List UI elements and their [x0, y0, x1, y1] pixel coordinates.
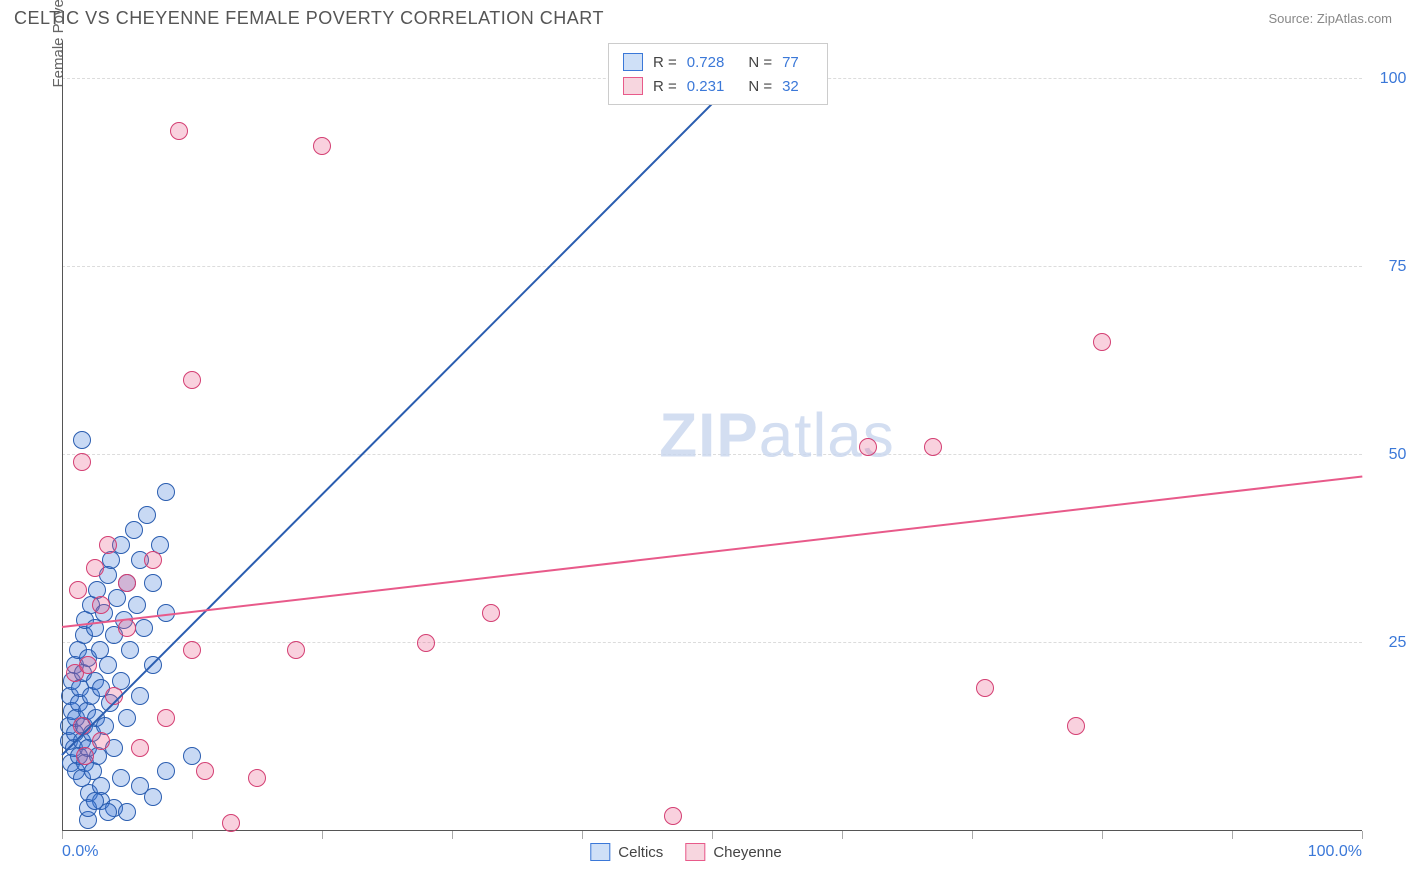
r-label: R =	[653, 78, 677, 95]
data-point	[108, 589, 126, 607]
data-point	[144, 656, 162, 674]
data-point	[118, 619, 136, 637]
y-tick-label: 100.0%	[1380, 70, 1406, 88]
n-label: N =	[748, 78, 772, 95]
source-label: Source: ZipAtlas.com	[1268, 11, 1392, 26]
data-point	[287, 641, 305, 659]
r-value: 0.231	[687, 78, 725, 95]
data-point	[112, 769, 130, 787]
x-tick	[322, 831, 323, 839]
legend-swatch	[623, 77, 643, 95]
trend-line	[62, 475, 1362, 627]
legend-swatch	[685, 843, 705, 861]
n-value: 77	[782, 54, 799, 71]
legend-label: Celtics	[618, 844, 663, 861]
y-tick-label: 75.0%	[1389, 258, 1406, 276]
x-tick-label: 0.0%	[62, 843, 98, 861]
gridline	[62, 642, 1362, 643]
data-point	[196, 762, 214, 780]
x-tick-label: 100.0%	[1308, 843, 1362, 861]
data-point	[183, 747, 201, 765]
data-point	[482, 604, 500, 622]
data-point	[73, 431, 91, 449]
stats-legend: R = 0.728 N = 77 R = 0.231 N = 32	[608, 43, 828, 105]
data-point	[92, 596, 110, 614]
data-point	[976, 679, 994, 697]
data-point	[859, 438, 877, 456]
x-tick	[62, 831, 63, 839]
x-tick	[192, 831, 193, 839]
data-point	[144, 574, 162, 592]
data-point	[183, 641, 201, 659]
data-point	[664, 807, 682, 825]
data-point	[157, 483, 175, 501]
x-tick	[1232, 831, 1233, 839]
data-point	[118, 709, 136, 727]
data-point	[222, 814, 240, 832]
x-tick	[842, 831, 843, 839]
data-point	[79, 656, 97, 674]
data-point	[313, 137, 331, 155]
data-point	[157, 762, 175, 780]
legend-swatch	[623, 53, 643, 71]
legend-item: Celtics	[590, 843, 663, 861]
y-tick-label: 25.0%	[1389, 634, 1406, 652]
data-point	[73, 453, 91, 471]
legend-swatch	[590, 843, 610, 861]
data-point	[170, 122, 188, 140]
trend-line	[61, 77, 738, 756]
data-point	[417, 634, 435, 652]
gridline	[62, 454, 1362, 455]
data-point	[131, 687, 149, 705]
chart-title: CELTIC VS CHEYENNE FEMALE POVERTY CORREL…	[14, 8, 604, 29]
x-tick	[1102, 831, 1103, 839]
data-point	[138, 506, 156, 524]
data-point	[128, 596, 146, 614]
data-point	[157, 709, 175, 727]
data-point	[73, 717, 91, 735]
data-point	[1093, 333, 1111, 351]
data-point	[144, 788, 162, 806]
data-point	[118, 803, 136, 821]
data-point	[135, 619, 153, 637]
legend-item: Cheyenne	[685, 843, 781, 861]
plot-area: 25.0%50.0%75.0%100.0%0.0%100.0%ZIPatlasR…	[62, 41, 1362, 831]
r-label: R =	[653, 54, 677, 71]
y-tick-label: 50.0%	[1389, 446, 1406, 464]
data-point	[69, 581, 87, 599]
x-tick	[452, 831, 453, 839]
data-point	[118, 574, 136, 592]
data-point	[924, 438, 942, 456]
stats-legend-row: R = 0.728 N = 77	[623, 50, 813, 74]
x-tick	[1362, 831, 1363, 839]
data-point	[248, 769, 266, 787]
data-point	[131, 739, 149, 757]
data-point	[86, 559, 104, 577]
x-tick	[972, 831, 973, 839]
data-point	[76, 747, 94, 765]
stats-legend-row: R = 0.231 N = 32	[623, 74, 813, 98]
data-point	[1067, 717, 1085, 735]
n-value: 32	[782, 78, 799, 95]
data-point	[92, 732, 110, 750]
n-label: N =	[748, 54, 772, 71]
legend-label: Cheyenne	[713, 844, 781, 861]
data-point	[99, 536, 117, 554]
r-value: 0.728	[687, 54, 725, 71]
data-point	[144, 551, 162, 569]
watermark: ZIPatlas	[659, 401, 894, 472]
x-tick	[582, 831, 583, 839]
x-tick	[712, 831, 713, 839]
series-legend: Celtics Cheyenne	[590, 843, 781, 861]
data-point	[183, 371, 201, 389]
data-point	[99, 803, 117, 821]
data-point	[99, 656, 117, 674]
data-point	[125, 521, 143, 539]
gridline	[62, 266, 1362, 267]
data-point	[121, 641, 139, 659]
